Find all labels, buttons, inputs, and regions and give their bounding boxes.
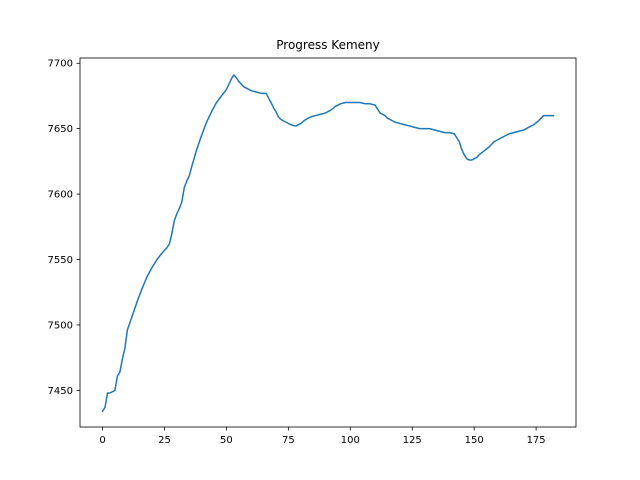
x-axis-ticks: 0 25 50 75 100 125 150 175 <box>99 427 546 446</box>
y-tick-label: 7600 <box>48 190 73 201</box>
x-tick-label: 25 <box>158 435 171 446</box>
x-tick-label: 0 <box>99 435 105 446</box>
series-layer <box>101 74 555 413</box>
x-tick-label: 125 <box>403 435 422 446</box>
x-tick-label: 175 <box>527 435 546 446</box>
chart-title: Progress Kemeny <box>276 38 379 52</box>
x-tick-label: 100 <box>341 435 360 446</box>
y-tick-label: 7700 <box>48 59 73 70</box>
x-tick-label: 50 <box>220 435 233 446</box>
x-tick-label: 150 <box>465 435 484 446</box>
y-tick-label: 7500 <box>48 320 73 331</box>
y-tick-label: 7650 <box>48 124 73 135</box>
x-tick-label: 75 <box>282 435 295 446</box>
series-line <box>101 74 555 413</box>
y-tick-label: 7550 <box>48 255 73 266</box>
y-tick-label: 7450 <box>48 386 73 397</box>
y-axis-ticks: 7450 7500 7550 7600 7650 7700 <box>48 59 80 397</box>
plot-area-frame <box>79 57 577 428</box>
